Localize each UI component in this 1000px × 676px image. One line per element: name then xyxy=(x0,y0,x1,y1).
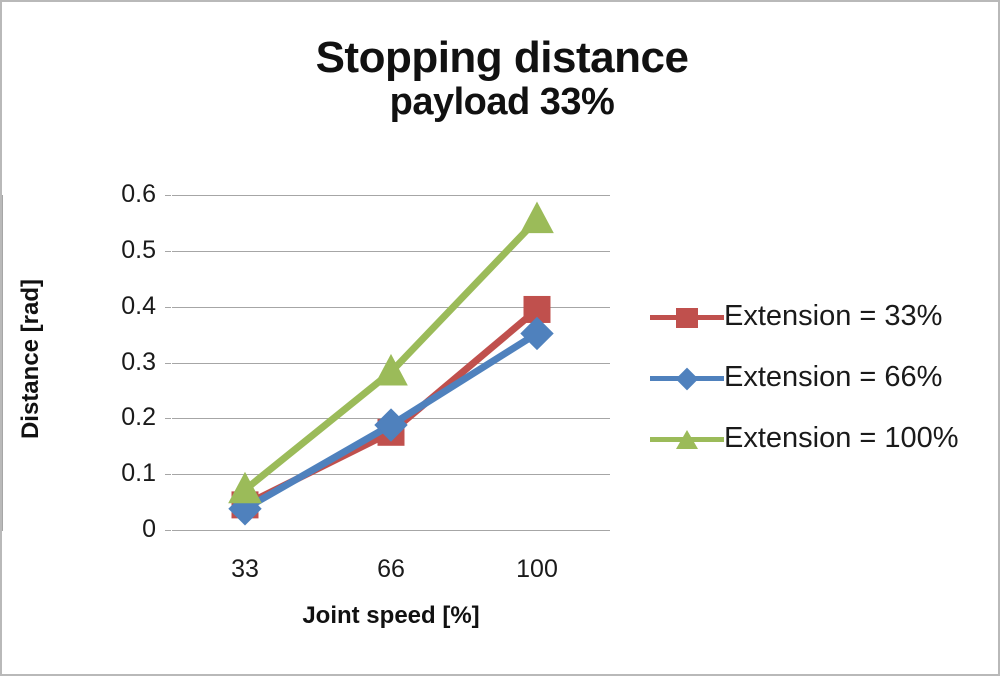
legend-key-square-icon xyxy=(650,302,724,332)
legend-item[interactable]: Extension = 66% xyxy=(650,347,990,408)
y-axis-tick-label: 0.5 xyxy=(121,235,156,264)
gridline xyxy=(172,195,610,196)
gridline xyxy=(172,530,610,531)
y-axis-tick-mark xyxy=(165,418,171,420)
series-2 xyxy=(228,316,554,526)
data-point-marker xyxy=(374,408,408,442)
y-axis-tick-mark xyxy=(165,530,171,531)
chart-legend: Extension = 33% Extension = 66% Extension … xyxy=(650,286,990,469)
legend-label: Extension = 33% xyxy=(724,300,943,332)
chart-title-subtitle: payload 33% xyxy=(389,80,615,123)
gridline xyxy=(172,250,610,252)
y-axis-tick-label: 0.2 xyxy=(121,403,156,432)
legend-key-marker xyxy=(676,307,698,328)
plot-area xyxy=(172,195,610,531)
gridline xyxy=(172,306,610,308)
data-point-marker xyxy=(520,201,554,234)
y-axis-tick-mark xyxy=(165,362,171,364)
data-point-marker xyxy=(520,316,554,351)
series-line xyxy=(243,306,540,509)
chart-title-main: Stopping distance xyxy=(315,33,689,82)
x-axis-tick-label: 66 xyxy=(377,555,405,583)
series-3 xyxy=(228,201,554,504)
y-axis-tick-label: 0.1 xyxy=(121,459,156,488)
gridline xyxy=(172,474,610,476)
y-axis-tick-label: 0 xyxy=(142,515,156,543)
series-1 xyxy=(231,295,551,519)
legend-item[interactable]: Extension = 33% xyxy=(650,286,990,347)
legend-label: Extension = 100% xyxy=(724,422,959,454)
series-plot xyxy=(228,201,554,526)
y-axis-tick-label: 0.4 xyxy=(121,291,156,320)
y-axis-tick-label: 0.3 xyxy=(121,347,156,376)
y-axis-line xyxy=(2,195,3,531)
legend-item[interactable]: Extension = 100% xyxy=(650,408,990,469)
y-axis-tick-mark xyxy=(165,250,171,252)
x-axis-tick-label: 100 xyxy=(516,555,558,583)
legend-key-marker xyxy=(675,367,699,390)
legend-key-triangle-icon xyxy=(650,424,724,454)
legend-key-marker xyxy=(676,429,698,449)
data-point-marker xyxy=(374,353,408,386)
y-axis-tick-mark xyxy=(165,474,171,476)
chart-title: Stopping distance payload 33% xyxy=(2,34,1000,123)
x-axis-tick-label: 33 xyxy=(231,555,259,583)
x-axis-title: Joint speed [%] xyxy=(302,602,480,629)
y-axis-title: Distance [rad] xyxy=(17,278,44,440)
y-axis-tick-mark xyxy=(165,306,171,308)
data-point-marker xyxy=(228,471,262,504)
y-axis-tick-label: 0.6 xyxy=(121,180,156,208)
y-axis-tick-mark xyxy=(165,195,171,196)
legend-key-diamond-icon xyxy=(650,363,724,393)
legend-label: Extension = 66% xyxy=(724,361,943,393)
